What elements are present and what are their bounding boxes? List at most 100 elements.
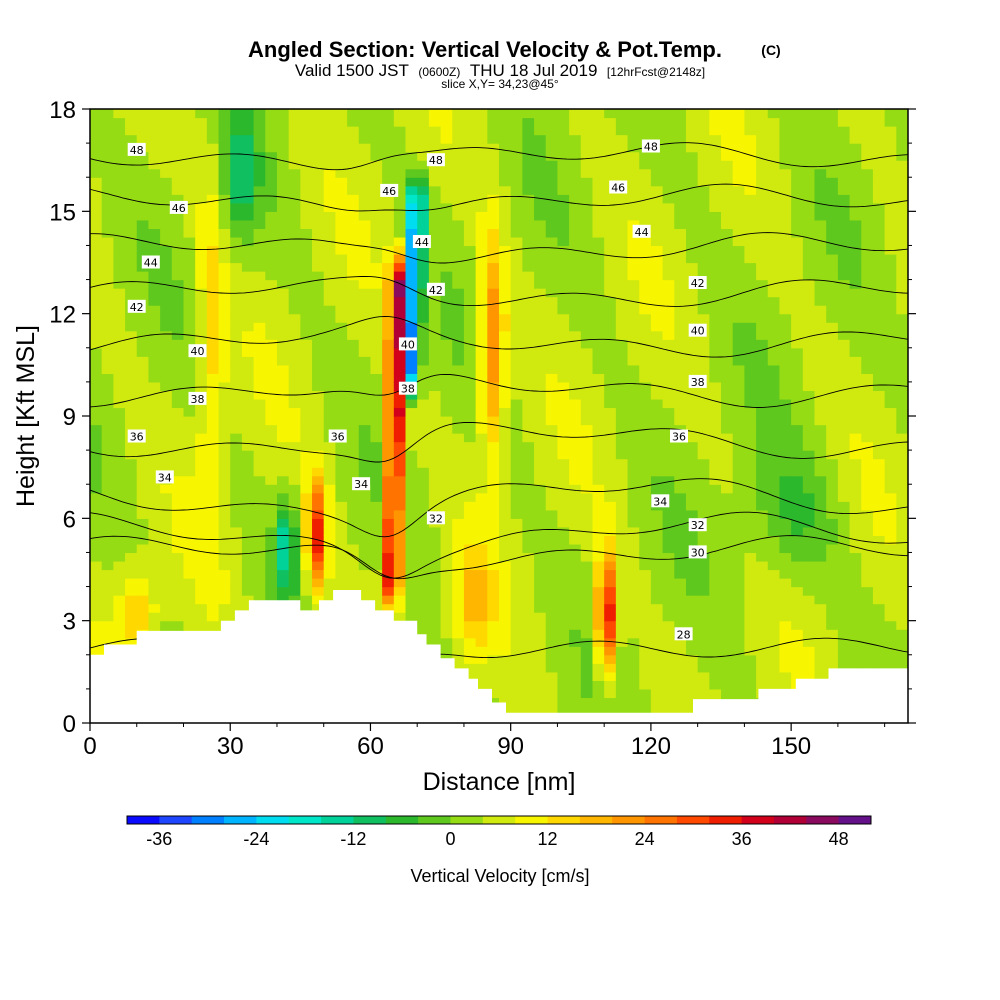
velocity-cell	[312, 236, 325, 247]
velocity-cell	[580, 705, 594, 716]
velocity-cell	[814, 578, 827, 588]
velocity-cell	[685, 697, 699, 707]
velocity-cell	[639, 407, 652, 417]
velocity-cell	[662, 151, 675, 161]
velocity-cell	[393, 458, 407, 468]
velocity-cell	[837, 117, 851, 127]
velocity-cell	[312, 194, 325, 204]
velocity-cell	[382, 560, 395, 571]
velocity-cell	[358, 407, 372, 417]
velocity-cell	[814, 433, 827, 443]
velocity-cell	[557, 296, 570, 306]
velocity-cell	[218, 347, 231, 357]
velocity-cell	[569, 117, 582, 127]
velocity-cell	[393, 253, 407, 264]
velocity-cell	[195, 586, 208, 596]
forecast-info: [12hrFcst@2148z]	[607, 65, 705, 79]
velocity-cell	[428, 245, 442, 255]
velocity-cell	[884, 168, 897, 178]
velocity-cell	[370, 305, 383, 315]
velocity-cell	[487, 236, 500, 247]
velocity-cell	[160, 313, 173, 323]
velocity-cell	[557, 381, 570, 392]
velocity-cell	[510, 484, 523, 494]
velocity-cell	[288, 271, 301, 281]
velocity-cell	[534, 629, 547, 639]
velocity-cell	[475, 364, 488, 374]
velocity-cell	[288, 407, 301, 417]
velocity-cell	[160, 296, 173, 306]
velocity-cell	[265, 484, 278, 494]
velocity-cell	[499, 296, 512, 306]
velocity-cell	[230, 509, 243, 519]
velocity-cell	[452, 143, 465, 153]
velocity-cell	[767, 629, 781, 639]
velocity-cell	[884, 271, 897, 281]
velocity-cell	[452, 245, 465, 255]
velocity-cell	[826, 467, 839, 477]
velocity-cell	[148, 518, 161, 528]
velocity-cell	[125, 578, 138, 588]
velocity-cell	[697, 475, 710, 485]
velocity-cell	[580, 492, 594, 502]
velocity-cell	[405, 271, 418, 281]
velocity-cell	[475, 663, 488, 673]
velocity-cell	[779, 646, 792, 656]
velocity-cell	[779, 441, 792, 451]
velocity-cell	[499, 245, 512, 255]
velocity-cell	[721, 688, 734, 699]
velocity-cell	[347, 228, 360, 238]
velocity-cell	[358, 279, 372, 289]
velocity-cell	[440, 560, 453, 571]
velocity-cell	[697, 612, 710, 622]
velocity-cell	[767, 245, 781, 255]
velocity-cell	[125, 526, 138, 536]
velocity-cell	[709, 305, 722, 315]
velocity-cell	[580, 364, 594, 374]
velocity-cell	[884, 475, 897, 485]
velocity-cell	[171, 117, 185, 127]
velocity-cell	[615, 458, 629, 468]
velocity-cell	[767, 168, 781, 178]
velocity-cell	[218, 535, 231, 545]
velocity-cell	[195, 467, 208, 477]
velocity-cell	[90, 253, 103, 264]
velocity-cell	[113, 398, 126, 409]
velocity-cell	[90, 296, 103, 306]
velocity-cell	[557, 322, 570, 332]
velocity-cell	[802, 492, 816, 502]
velocity-cell	[592, 398, 605, 409]
velocity-cell	[709, 339, 722, 349]
velocity-cell	[382, 143, 395, 153]
velocity-cell	[206, 612, 220, 622]
velocity-cell	[393, 373, 407, 383]
velocity-cell	[849, 646, 862, 656]
velocity-cell	[510, 629, 523, 639]
velocity-cell	[335, 143, 348, 153]
velocity-cell	[884, 484, 897, 494]
velocity-cell	[125, 151, 138, 161]
velocity-cell	[569, 688, 582, 699]
velocity-cell	[814, 253, 827, 264]
velocity-cell	[90, 134, 103, 144]
velocity-cell	[721, 586, 734, 596]
velocity-cell	[393, 330, 407, 340]
velocity-cell	[732, 441, 745, 451]
velocity-cell	[896, 552, 908, 562]
velocity-cell	[382, 458, 395, 468]
velocity-cell	[802, 467, 816, 477]
velocity-cell	[639, 663, 652, 673]
velocity-cell	[697, 501, 710, 511]
velocity-cell	[370, 279, 383, 289]
velocity-cell	[475, 177, 488, 187]
velocity-cell	[662, 535, 675, 545]
velocity-cell	[721, 433, 734, 443]
velocity-cell	[522, 356, 535, 366]
velocity-cell	[814, 271, 827, 281]
velocity-cell	[265, 347, 278, 357]
velocity-cell	[791, 271, 804, 281]
velocity-cell	[569, 202, 582, 212]
velocity-cell	[662, 475, 675, 485]
velocity-cell	[440, 279, 453, 289]
velocity-cell	[288, 543, 301, 554]
